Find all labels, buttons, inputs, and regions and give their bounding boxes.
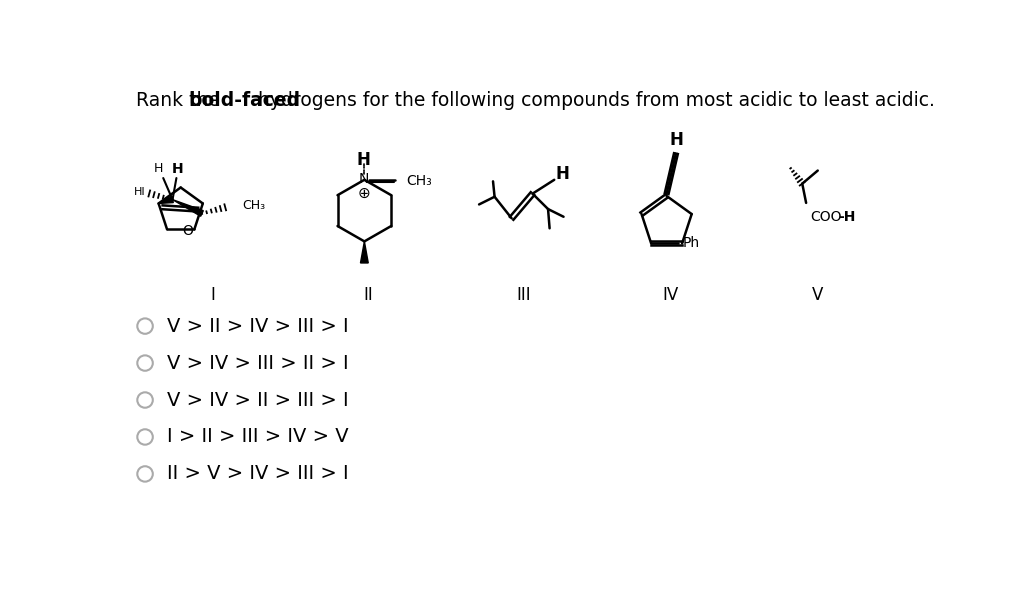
Text: H: H bbox=[356, 151, 371, 169]
Text: II > V > IV > III > I: II > V > IV > III > I bbox=[167, 464, 348, 484]
Text: I > II > III > IV > V: I > II > III > IV > V bbox=[167, 427, 348, 446]
Text: HI: HI bbox=[134, 187, 145, 197]
Text: V: V bbox=[812, 286, 823, 304]
Text: -H: -H bbox=[839, 210, 856, 224]
Text: V > IV > II > III > I: V > IV > II > III > I bbox=[167, 391, 348, 410]
Text: V > II > IV > III > I: V > II > IV > III > I bbox=[167, 317, 348, 335]
Text: ⊕: ⊕ bbox=[358, 186, 371, 201]
Text: O: O bbox=[182, 224, 194, 238]
Text: CH₃: CH₃ bbox=[407, 173, 432, 188]
Polygon shape bbox=[360, 241, 369, 263]
Text: II: II bbox=[364, 286, 373, 304]
Text: IV: IV bbox=[663, 286, 679, 304]
Text: H: H bbox=[670, 131, 684, 149]
Text: H: H bbox=[172, 162, 183, 176]
Text: V > IV > III > II > I: V > IV > III > II > I bbox=[167, 353, 348, 373]
Text: H: H bbox=[555, 164, 569, 182]
Polygon shape bbox=[172, 200, 204, 216]
Text: COO: COO bbox=[810, 210, 842, 224]
Text: Rank the: Rank the bbox=[136, 91, 225, 110]
Text: hydrogens for the following compounds from most acidic to least acidic.: hydrogens for the following compounds fr… bbox=[252, 91, 935, 110]
Text: I: I bbox=[211, 286, 216, 304]
Polygon shape bbox=[159, 197, 173, 203]
Text: N: N bbox=[358, 172, 369, 186]
Text: Ph: Ph bbox=[683, 236, 700, 250]
Text: CH₃: CH₃ bbox=[243, 199, 265, 212]
Text: H: H bbox=[154, 163, 163, 175]
Text: III: III bbox=[516, 286, 530, 304]
Text: bold-faced: bold-faced bbox=[188, 91, 300, 110]
